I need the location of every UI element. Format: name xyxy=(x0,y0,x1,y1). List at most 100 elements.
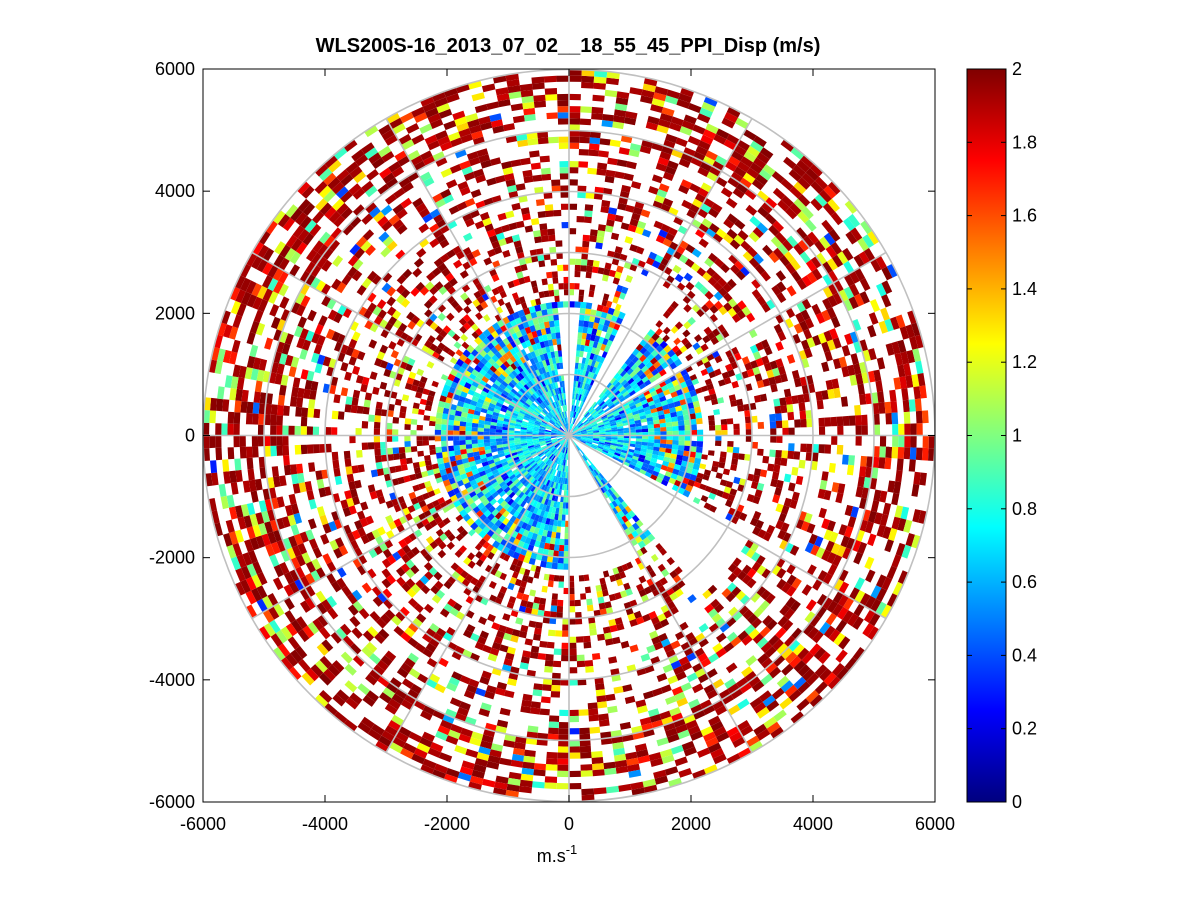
range-gate xyxy=(539,708,550,716)
range-gate xyxy=(332,198,345,211)
range-gate xyxy=(708,715,721,727)
range-gate xyxy=(790,600,801,612)
range-gate xyxy=(247,468,255,481)
range-gate xyxy=(499,481,507,488)
range-gate xyxy=(360,383,368,393)
range-gate xyxy=(671,345,680,353)
range-gate xyxy=(543,400,548,407)
range-gate xyxy=(865,466,873,478)
range-gate xyxy=(520,468,527,475)
range-gate xyxy=(310,570,321,582)
range-gate xyxy=(558,489,562,496)
range-gate xyxy=(356,510,366,520)
range-gate xyxy=(464,218,475,228)
range-gate xyxy=(511,292,519,300)
range-gate xyxy=(368,152,382,165)
range-gate xyxy=(793,660,806,673)
range-gate xyxy=(442,407,450,415)
range-gate xyxy=(521,574,529,583)
range-gate xyxy=(293,512,303,525)
range-gate xyxy=(478,154,490,163)
range-gate xyxy=(620,388,628,395)
range-gate xyxy=(646,644,656,654)
range-gate xyxy=(714,300,724,310)
range-gate xyxy=(257,424,265,436)
range-gate xyxy=(552,426,559,431)
range-gate xyxy=(593,436,600,439)
range-gate xyxy=(595,683,605,691)
range-gate xyxy=(717,277,727,288)
range-gate xyxy=(560,452,564,459)
range-gate xyxy=(386,286,397,297)
range-gate xyxy=(601,451,608,456)
range-gate xyxy=(550,259,558,266)
range-gate xyxy=(500,458,507,464)
range-gate xyxy=(601,415,608,420)
range-gate xyxy=(791,466,799,476)
range-gate xyxy=(504,415,511,420)
range-gate xyxy=(736,139,750,151)
range-gate xyxy=(348,356,357,366)
range-gate xyxy=(891,492,900,506)
range-gate xyxy=(782,532,792,543)
range-gate xyxy=(400,298,411,308)
range-gate xyxy=(603,446,610,451)
range-gate xyxy=(507,678,517,687)
range-gate xyxy=(591,422,598,426)
range-gate xyxy=(424,544,434,554)
range-gate xyxy=(667,402,676,409)
range-gate xyxy=(484,449,492,454)
range-gate xyxy=(416,494,425,503)
range-gate xyxy=(910,435,917,448)
range-gate xyxy=(510,414,518,419)
range-gate xyxy=(621,417,628,422)
range-gate xyxy=(478,450,486,456)
range-gate xyxy=(249,513,259,527)
range-gate xyxy=(545,441,552,445)
range-gate xyxy=(588,708,599,716)
range-gate xyxy=(509,474,516,481)
range-gate xyxy=(636,460,644,466)
range-gate xyxy=(797,394,805,404)
range-gate xyxy=(548,629,556,637)
range-gate xyxy=(703,502,712,510)
range-gate xyxy=(252,357,262,370)
range-gate xyxy=(650,408,658,414)
range-gate xyxy=(237,516,247,530)
range-gate xyxy=(539,155,550,163)
range-gate xyxy=(583,345,589,353)
range-gate xyxy=(453,425,460,431)
range-gate xyxy=(334,537,345,548)
range-gate xyxy=(441,389,449,397)
range-gate xyxy=(580,301,587,309)
range-gate xyxy=(677,445,685,451)
range-gate xyxy=(401,394,410,402)
range-gate xyxy=(713,134,727,145)
range-gate xyxy=(733,234,745,246)
range-gate xyxy=(660,464,668,471)
range-gate xyxy=(799,410,807,420)
range-gate xyxy=(642,462,650,469)
range-gate xyxy=(545,561,553,569)
range-gate xyxy=(453,430,460,436)
range-gate xyxy=(731,458,739,466)
range-gate xyxy=(616,265,624,274)
range-gate xyxy=(520,599,528,608)
range-gate xyxy=(573,380,577,388)
range-gate xyxy=(560,191,569,198)
range-gate xyxy=(410,384,419,392)
range-gate xyxy=(277,394,286,406)
range-gate xyxy=(376,351,386,361)
range-gate xyxy=(498,490,506,498)
range-gate xyxy=(668,122,682,132)
range-gate xyxy=(727,298,738,308)
range-gate xyxy=(439,253,450,263)
range-gate xyxy=(648,610,658,620)
range-gate xyxy=(746,493,755,503)
range-gate xyxy=(374,633,386,644)
range-gate xyxy=(306,249,318,262)
range-gate xyxy=(444,708,457,719)
range-gate xyxy=(804,512,813,524)
range-gate xyxy=(416,435,423,441)
range-gate xyxy=(580,375,585,383)
